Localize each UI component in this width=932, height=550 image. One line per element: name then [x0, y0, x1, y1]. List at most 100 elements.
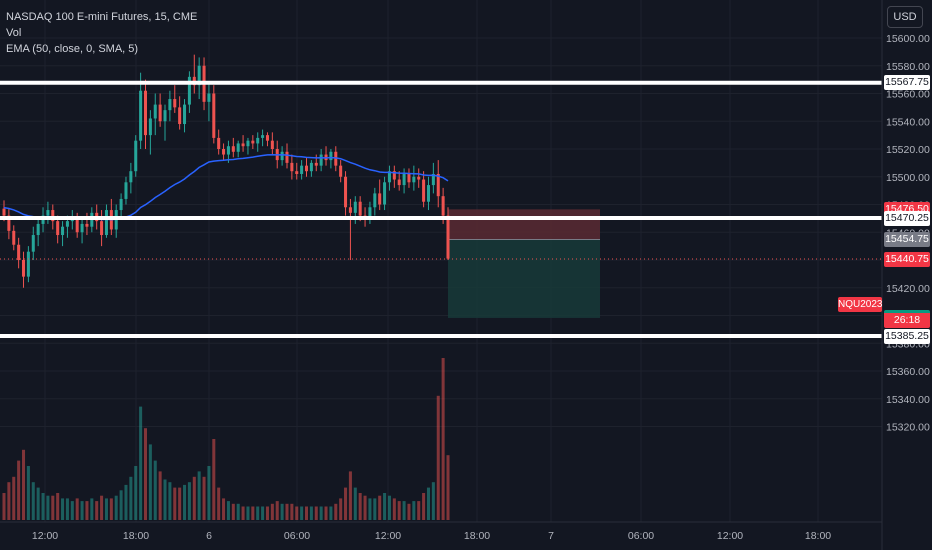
candle-body: [412, 176, 416, 183]
candle-body: [290, 162, 294, 172]
time-tick-label: 18:00: [123, 530, 149, 542]
candle-body: [22, 260, 26, 277]
horizontal-levels[interactable]: [0, 80, 882, 338]
volume-bar: [397, 501, 401, 520]
price-tick-label: 15580.00: [886, 61, 930, 73]
symbol-title[interactable]: NASDAQ 100 E-mini Futures, 15, CME: [6, 11, 198, 23]
candle-body: [119, 198, 123, 211]
volume-bar: [383, 493, 387, 520]
price-tick-label: 15320.00: [886, 422, 930, 434]
volume-bar: [202, 476, 206, 520]
candle-body: [344, 176, 348, 208]
chart-grid: [0, 0, 882, 522]
volume-bar: [226, 501, 230, 520]
candle-body: [61, 226, 65, 236]
time-tick-label: 6: [206, 530, 212, 542]
volume-bar: [329, 506, 333, 520]
candle-body: [426, 185, 430, 202]
price-tick-label: 15540.00: [886, 116, 930, 128]
price-tick-label: 15340.00: [886, 394, 930, 406]
candle-body: [304, 165, 309, 172]
volume-bar: [2, 493, 6, 520]
candle-body: [51, 210, 55, 222]
candle-body: [256, 137, 260, 144]
time-tick-label: 18:00: [464, 530, 490, 542]
candle-body: [143, 90, 148, 136]
candlesticks: [2, 54, 450, 288]
volume-bar: [392, 498, 396, 520]
ema-line-path: [3, 153, 449, 221]
volume-bar: [17, 460, 21, 520]
candle-body: [241, 143, 245, 147]
volume-bar: [22, 449, 26, 520]
candle-body: [2, 208, 6, 216]
candle-body: [168, 99, 172, 111]
volume-bar: [344, 487, 348, 520]
volume-bar: [31, 482, 35, 520]
volume-bar: [41, 493, 45, 520]
price-tick-label: 15600.00: [886, 33, 930, 45]
position-zones[interactable]: [448, 209, 600, 318]
candle-body: [80, 223, 84, 233]
candle-body: [441, 196, 445, 216]
volume-bar: [46, 495, 50, 520]
chart-legend: NASDAQ 100 E-mini Futures, 15, CME Vol E…: [6, 9, 197, 57]
volume-bars: [2, 358, 450, 520]
volume-bar: [246, 506, 250, 520]
candle-body: [226, 146, 230, 155]
volume-bar: [7, 482, 11, 520]
price-tag-white: 15567.75: [884, 75, 930, 91]
volume-bar: [70, 501, 74, 520]
volume-bar: [12, 476, 16, 520]
candle-body: [158, 104, 162, 122]
volume-bar: [426, 487, 430, 520]
currency-button[interactable]: USD: [887, 6, 923, 28]
volume-bar: [114, 495, 118, 520]
volume-indicator-label[interactable]: Vol: [6, 27, 22, 39]
time-tick-label: 06:00: [284, 530, 310, 542]
volume-bar: [261, 506, 265, 520]
candle-body: [407, 173, 411, 183]
volume-bar: [143, 428, 148, 520]
volume-bar: [236, 503, 240, 520]
volume-bar: [124, 484, 128, 520]
volume-bar: [148, 444, 152, 520]
price-tag-white: 15470.25: [884, 210, 930, 226]
volume-bar: [324, 506, 328, 520]
volume-bar: [163, 479, 167, 520]
price-tick-label: 15560.00: [886, 89, 930, 101]
ema-indicator-label[interactable]: EMA (50, close, 0, SMA, 5): [6, 43, 139, 55]
volume-bar: [285, 503, 289, 520]
candle-body: [246, 140, 250, 147]
candle-body: [31, 235, 35, 252]
volume-bar: [275, 501, 279, 520]
candle-body: [222, 149, 226, 155]
volume-bar: [158, 471, 162, 520]
candle-body: [397, 179, 401, 186]
volume-bar: [187, 482, 191, 520]
volume-bar: [90, 498, 94, 520]
candle-body: [329, 151, 333, 161]
volume-bar: [119, 490, 123, 520]
volume-bar: [314, 506, 318, 520]
volume-bar: [280, 503, 284, 520]
candle-body: [431, 173, 435, 186]
volume-bar: [178, 487, 182, 520]
candle-body: [261, 135, 265, 138]
time-tick-label: 06:00: [628, 530, 654, 542]
volume-bar: [387, 495, 391, 520]
price-tick-label: 15360.00: [886, 366, 930, 378]
volume-bar: [256, 506, 260, 520]
candle-body: [139, 90, 143, 141]
volume-bar: [26, 466, 30, 520]
candle-body: [148, 118, 152, 136]
time-tick-label: 12:00: [32, 530, 58, 542]
volume-bar: [56, 493, 60, 520]
price-tick-label: 15500.00: [886, 172, 930, 184]
volume-bar: [192, 476, 196, 520]
volume-bar: [368, 498, 372, 520]
time-axis[interactable]: 12:00 18:00 6 06:00 12:00 18:00 7 06:00 12:00 18:…: [0, 521, 882, 542]
volume-bar: [139, 406, 143, 520]
candle-body: [65, 221, 69, 227]
